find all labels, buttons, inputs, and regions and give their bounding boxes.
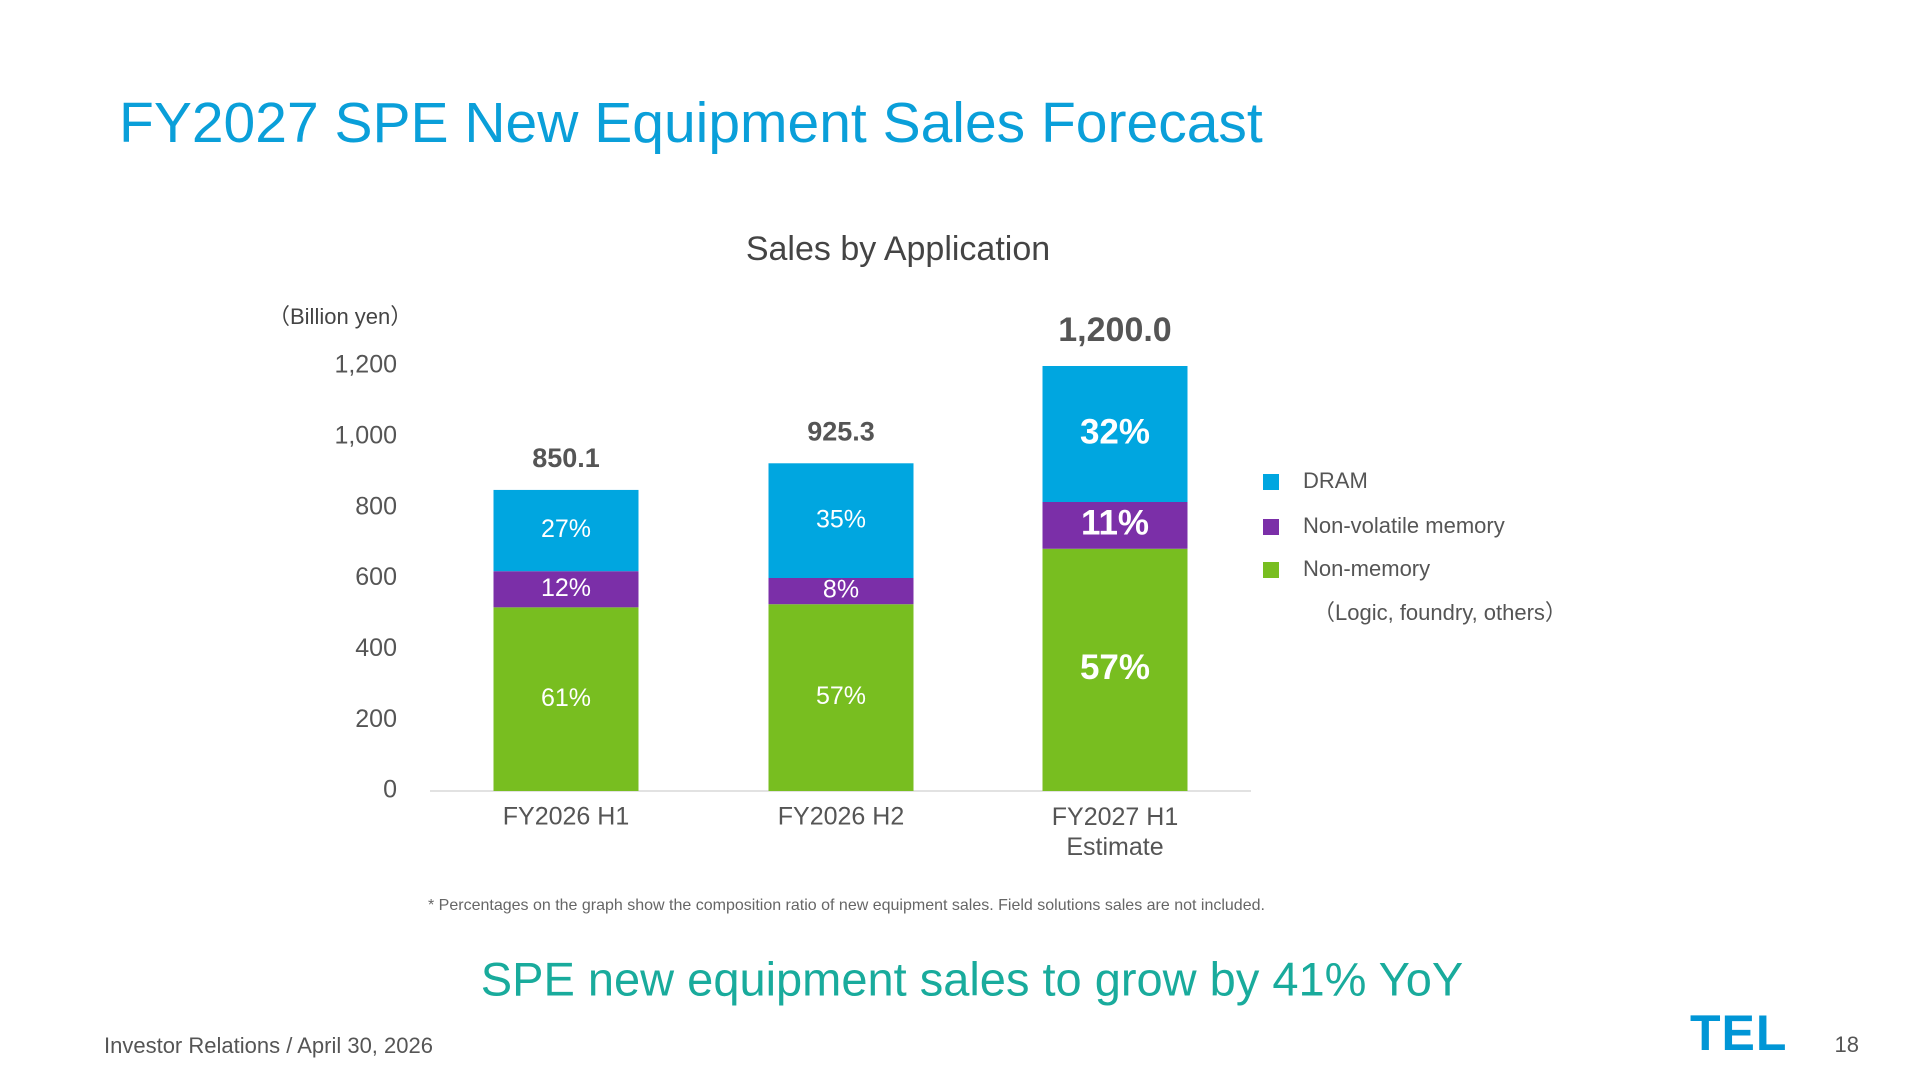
- y-tick-label: 400: [355, 634, 397, 662]
- legend-note: （Logic, foundry, others）: [1313, 600, 1567, 625]
- y-tick-label: 600: [355, 563, 397, 591]
- segment-label: 12%: [541, 574, 591, 602]
- segment-label: 35%: [816, 505, 866, 533]
- bar-segment: [768, 604, 914, 791]
- y-axis-label: （Billion yen）: [268, 304, 412, 329]
- y-tick-label: 800: [355, 492, 397, 520]
- segment-label: 57%: [816, 682, 866, 710]
- legend-label: Non-volatile memory: [1303, 513, 1505, 538]
- x-tick-label: FY2026 H1: [503, 803, 629, 831]
- headline: SPE new equipment sales to grow by 41% Y…: [481, 952, 1463, 1005]
- total-label: 850.1: [532, 443, 600, 473]
- page-number: 18: [1835, 1032, 1859, 1057]
- bar-segment: [768, 463, 914, 579]
- x-tick-label: FY2027 H1 Estimate: [1052, 803, 1178, 861]
- legend-swatch: [1263, 562, 1279, 578]
- segment-label: 27%: [541, 515, 591, 543]
- x-tick-label: FY2026 H2: [778, 803, 904, 831]
- bar-segment: [768, 578, 914, 605]
- footnote: * Percentages on the graph show the comp…: [428, 897, 1265, 914]
- logo: TEL: [1690, 1005, 1787, 1061]
- legend-swatch: [1263, 474, 1279, 490]
- chart-title: Sales by Application: [746, 230, 1050, 268]
- bar-segment: [493, 607, 639, 791]
- segment-label: 61%: [541, 684, 591, 712]
- segment-label: 32%: [1080, 412, 1150, 451]
- y-tick-label: 0: [383, 776, 397, 804]
- bar-segment: [493, 489, 639, 572]
- legend-label: Non-memory: [1303, 556, 1430, 581]
- legend-swatch: [1263, 519, 1279, 535]
- bar-segment: [493, 571, 639, 608]
- bar-segment: [1042, 502, 1188, 549]
- legend-label: DRAM: [1303, 468, 1368, 493]
- segment-label: 8%: [823, 576, 859, 604]
- segment-label: 57%: [1080, 648, 1150, 687]
- bar-segment: [1042, 366, 1188, 502]
- bar-segment: [1042, 548, 1188, 791]
- total-label: 925.3: [807, 416, 875, 446]
- footer-text: Investor Relations / April 30, 2026: [104, 1033, 433, 1058]
- y-tick-label: 1,200: [334, 351, 397, 379]
- segment-label: 11%: [1081, 504, 1149, 543]
- y-tick-label: 1,000: [334, 421, 397, 449]
- y-tick-label: 200: [355, 705, 397, 733]
- slide-title: FY2027 SPE New Equipment Sales Forecast: [119, 91, 1263, 155]
- total-label: 1,200.0: [1058, 311, 1171, 349]
